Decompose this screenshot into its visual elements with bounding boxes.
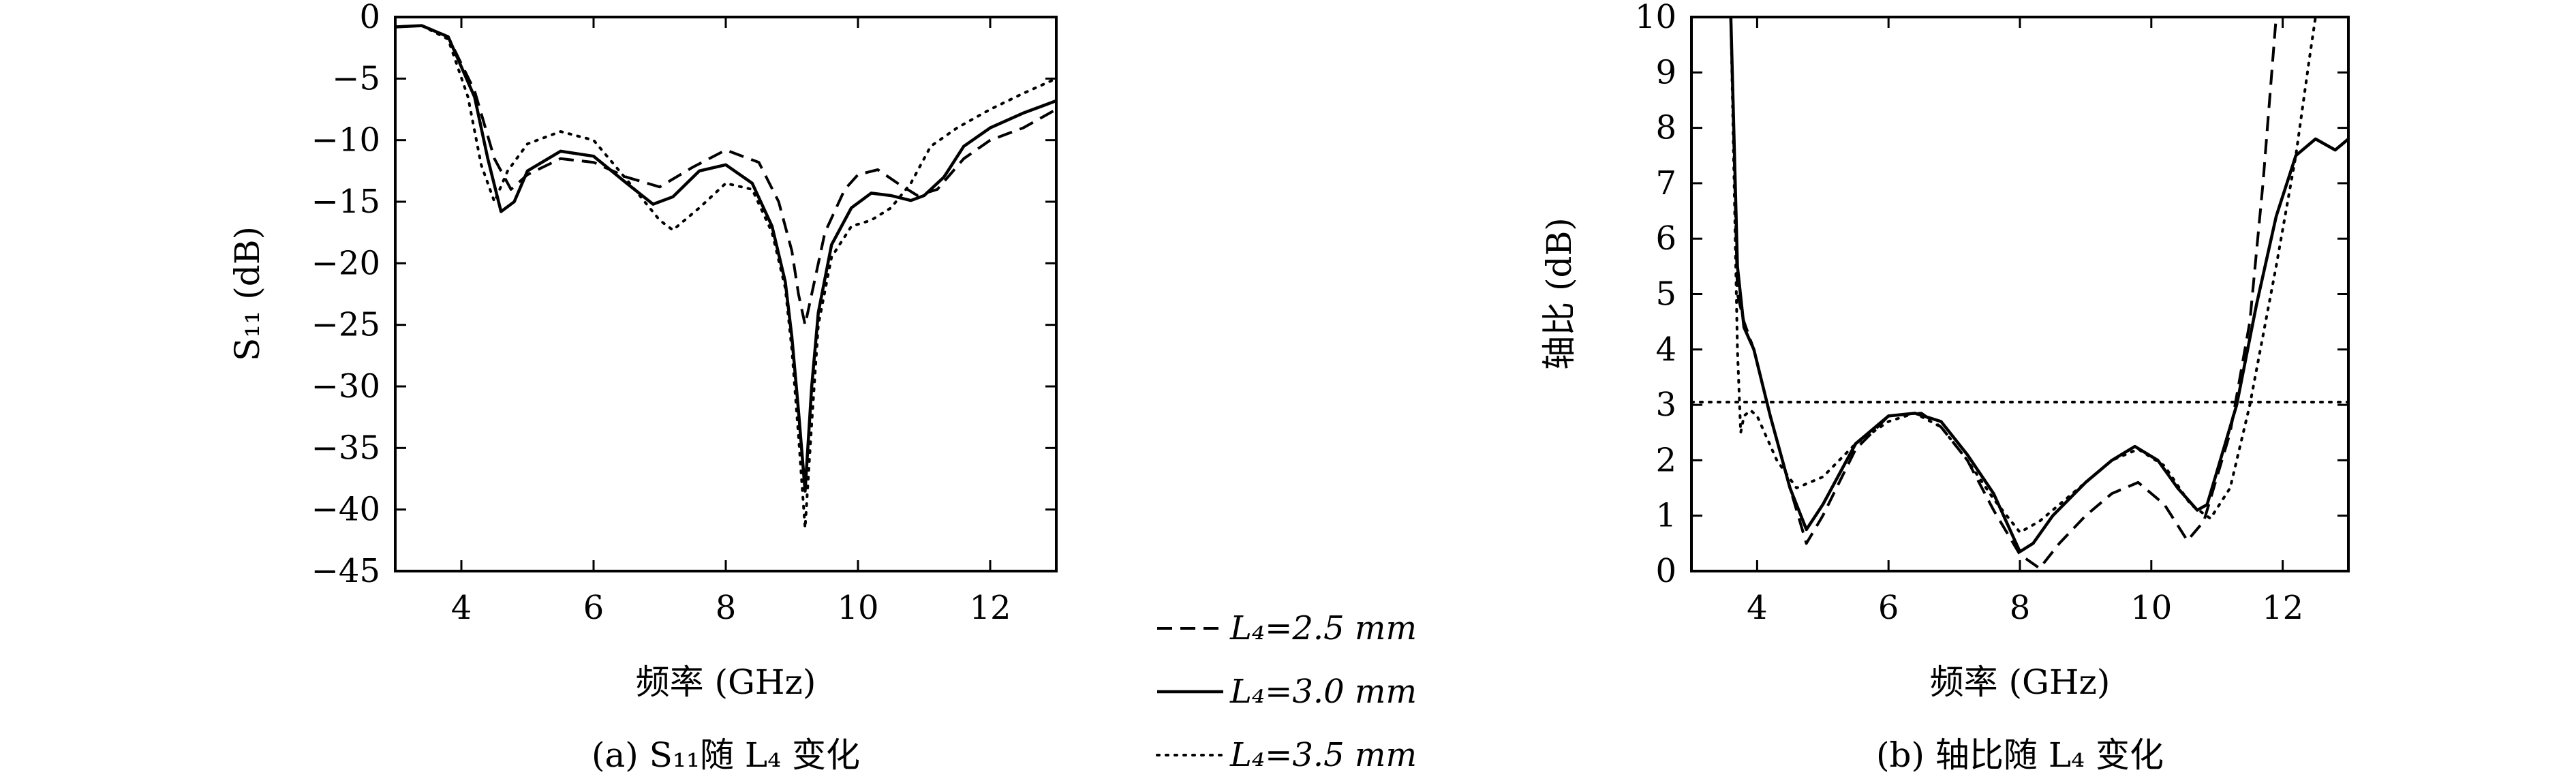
ar-x-tick-label: 6: [1878, 589, 1899, 627]
s11-x-tick-label: 8: [716, 589, 737, 627]
s11-x-tick-label: 6: [583, 589, 604, 627]
ar-y-tick-label: 7: [1655, 164, 1676, 202]
s11-series-lines: [395, 24, 1056, 530]
s11-xlabel: 频率 (GHz): [636, 662, 816, 702]
s11-y-tick-label: −15: [311, 183, 380, 221]
s11-series-solid: [395, 24, 1056, 493]
legend-label: L₄=3.0 mm: [1229, 673, 1417, 711]
s11-y-tick-label: −45: [311, 552, 380, 590]
s11-x-tick-label: 12: [969, 589, 1011, 627]
chart-s11: 4 6 8 10 12 0 −5 −10 −15 −20 −25 −30 −35 −40 −45 频率 (G…: [228, 0, 1058, 775]
ar-y-tick-label: 0: [1655, 552, 1676, 590]
s11-ticks: 4 6 8 10 12 0 −5 −10 −15 −20 −25 −30 −35 −40 −45: [311, 0, 1056, 627]
ar-panel-caption: (b) 轴比随 L₄ 变化: [1876, 735, 2164, 775]
ar-plot-frame: [1690, 16, 2350, 572]
s11-x-tick-label: 4: [451, 589, 472, 627]
ar-y-tick-label: 1: [1655, 497, 1676, 535]
ar-y-tick-label: 5: [1655, 275, 1676, 313]
s11-y-tick-label: −10: [311, 121, 380, 159]
s11-series-dashed: [395, 24, 1056, 326]
ar-series-lines: [1729, 17, 2348, 570]
legend: L₄=2.5 mm L₄=3.0 mm L₄=3.5 mm: [1156, 609, 1417, 774]
s11-panel-caption: (a) S₁₁随 L₄ 变化: [592, 735, 860, 775]
ar-series-dotted: [1729, 17, 2317, 534]
s11-y-tick-label: −30: [311, 367, 380, 405]
ar-y-tick-label: 10: [1635, 0, 1676, 36]
ar-x-tick-label: 8: [2010, 589, 2031, 627]
ar-x-tick-label: 4: [1747, 589, 1768, 627]
s11-y-tick-label: −25: [311, 306, 380, 344]
s11-series-dotted: [395, 24, 1056, 530]
legend-label: L₄=2.5 mm: [1229, 609, 1417, 647]
ar-x-tick-label: 10: [2130, 589, 2172, 627]
s11-plot-frame: [394, 16, 1058, 572]
ar-ylabel: 轴比 (dB): [1539, 217, 1579, 370]
s11-y-tick-label: −20: [311, 244, 380, 282]
ar-y-tick-label: 9: [1655, 53, 1676, 91]
s11-x-tick-label: 10: [837, 589, 878, 627]
s11-ylabel: S₁₁ (dB): [228, 226, 267, 361]
ar-y-tick-label: 3: [1655, 386, 1676, 424]
ar-y-tick-label: 4: [1655, 331, 1676, 369]
ar-y-tick-label: 2: [1655, 441, 1676, 479]
ar-xlabel: 频率 (GHz): [1930, 662, 2111, 702]
s11-y-tick-label: 0: [359, 0, 380, 36]
s11-y-tick-label: −40: [311, 491, 380, 529]
s11-y-tick-label: −5: [332, 59, 380, 97]
s11-y-tick-label: −35: [311, 429, 380, 467]
ar-y-tick-label: 8: [1655, 109, 1676, 147]
legend-label: L₄=3.5 mm: [1229, 736, 1417, 774]
ar-series-dashed: [1729, 17, 2278, 570]
ar-y-tick-label: 6: [1655, 219, 1676, 258]
ar-x-tick-label: 12: [2262, 589, 2303, 627]
ar-series-solid: [1729, 17, 2348, 553]
